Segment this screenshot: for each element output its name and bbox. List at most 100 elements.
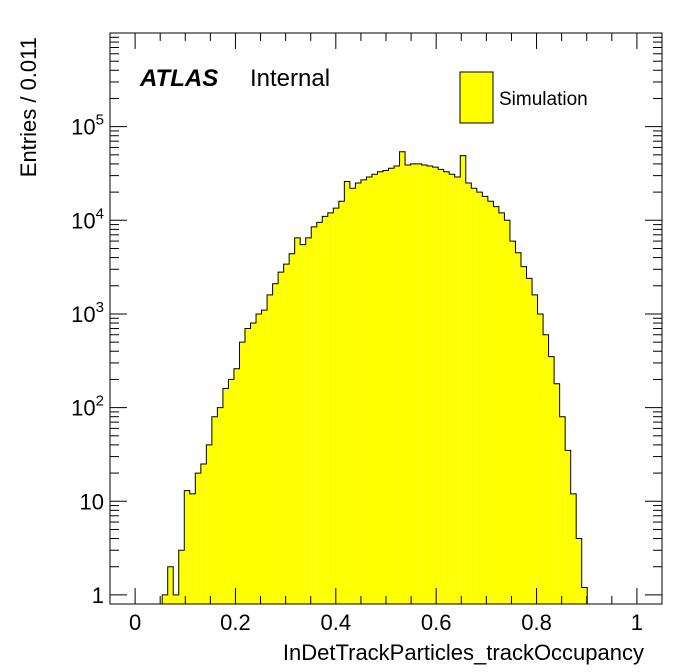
y-tick-label: 104 xyxy=(71,205,104,233)
histogram-bar xyxy=(327,212,334,605)
y-tick-label: 103 xyxy=(71,299,104,327)
histogram-bar xyxy=(184,490,190,604)
histogram-outline xyxy=(161,151,593,605)
histogram-bar xyxy=(443,171,450,605)
histogram-bar xyxy=(344,181,350,604)
histogram-bar xyxy=(355,183,361,605)
histogram-bar xyxy=(399,151,406,604)
y-tick-label: 1 xyxy=(92,583,104,608)
histogram-bar xyxy=(200,464,207,604)
y-axis-label: Entries / 0.011 xyxy=(16,37,41,177)
histogram-bar xyxy=(394,166,400,604)
histogram-bar xyxy=(532,294,538,604)
y-tick-label: 105 xyxy=(71,112,104,140)
x-tick-label: 0 xyxy=(129,610,141,635)
histogram-bar xyxy=(554,383,560,604)
histogram-bar xyxy=(427,166,433,604)
x-axis-label: InDetTrackParticles_trackOccupancy xyxy=(283,640,644,665)
histogram-bar xyxy=(515,252,521,605)
histogram-bar xyxy=(405,164,411,604)
histogram-bar xyxy=(195,473,201,604)
histogram-bar xyxy=(543,334,549,604)
histogram-bar xyxy=(305,237,312,604)
histogram-bar xyxy=(504,220,510,605)
histogram-bar xyxy=(244,328,251,604)
histogram-bar xyxy=(294,237,301,604)
histogram-bar xyxy=(272,283,279,604)
histogram-bar xyxy=(382,170,389,604)
histogram-bar xyxy=(388,168,395,604)
histogram-bar xyxy=(289,253,295,604)
x-tick-label: 0.4 xyxy=(321,610,352,635)
histogram-bar xyxy=(410,163,417,604)
histogram-bar xyxy=(211,416,218,604)
histogram-bar xyxy=(338,201,345,604)
histogram-bar xyxy=(537,313,544,604)
x-tick-label: 0.6 xyxy=(421,610,452,635)
histogram-bar xyxy=(581,587,588,604)
histogram-bar xyxy=(316,222,323,604)
histogram-bar xyxy=(173,594,179,604)
histogram-bar xyxy=(333,208,339,604)
legend: Simulation xyxy=(459,71,588,124)
histogram-bar xyxy=(283,264,290,604)
histogram-bar xyxy=(206,444,212,604)
histogram-bar xyxy=(476,192,483,604)
histogram-bar xyxy=(460,155,466,604)
legend-swatch-simulation xyxy=(459,71,494,124)
histogram-bar xyxy=(178,550,185,604)
histogram-bar xyxy=(498,212,505,605)
x-tick-label: 0.2 xyxy=(220,610,251,635)
histogram-bar xyxy=(250,323,257,604)
histogram-bars xyxy=(161,151,593,605)
histogram-bar xyxy=(377,171,383,605)
x-tick-labels: 0 0.2 0.4 0.6 0.8 1 xyxy=(129,610,643,635)
histogram-bar xyxy=(559,416,566,604)
histogram-bar xyxy=(416,163,422,604)
histogram-bar xyxy=(548,356,555,604)
histogram-bar xyxy=(162,594,168,604)
histogram-bar xyxy=(570,493,577,604)
atlas-label: ATLAS xyxy=(139,65,218,92)
x-tick-label: 0.8 xyxy=(521,610,552,635)
axis-ticks xyxy=(110,33,662,604)
internal-label: Internal xyxy=(250,65,330,92)
histogram-bar xyxy=(189,493,196,604)
histogram-bar xyxy=(360,179,367,604)
histogram-bar xyxy=(322,216,328,605)
y-tick-label: 102 xyxy=(71,393,104,421)
histogram-bar xyxy=(454,177,461,605)
y-tick-label: 10 xyxy=(80,489,104,514)
histogram-bar xyxy=(217,407,223,604)
histogram-bar xyxy=(487,201,494,604)
histogram-bar xyxy=(233,368,240,604)
histogram-bar xyxy=(526,278,533,604)
histogram-bar xyxy=(228,379,234,604)
histogram-bar xyxy=(576,538,582,604)
histogram-bar xyxy=(261,310,268,604)
histogram-bar xyxy=(493,206,499,604)
x-tick-label: 1 xyxy=(631,610,643,635)
histogram-bar xyxy=(520,266,527,604)
histogram-bar xyxy=(509,241,516,604)
histogram-bar xyxy=(300,244,306,604)
histogram-bar xyxy=(167,566,174,604)
histogram-bar xyxy=(421,164,428,604)
histogram-bar xyxy=(222,388,229,604)
y-tick-labels: 1 10 102 103 104 105 xyxy=(71,112,104,608)
histogram-bar xyxy=(311,226,317,604)
histogram-bar xyxy=(471,188,477,604)
histogram-bar xyxy=(256,313,262,604)
histogram-bar xyxy=(371,174,378,604)
histogram-bar xyxy=(366,177,372,605)
histogram-bar xyxy=(432,167,439,604)
legend-label-simulation: Simulation xyxy=(499,89,588,110)
histogram-bar xyxy=(267,294,273,604)
histogram-bar xyxy=(565,450,571,604)
histogram-bar xyxy=(239,342,245,604)
histogram-bar xyxy=(465,183,472,605)
histogram-bar xyxy=(449,174,455,604)
histogram-bar xyxy=(278,272,284,604)
histogram-bar xyxy=(482,196,488,605)
